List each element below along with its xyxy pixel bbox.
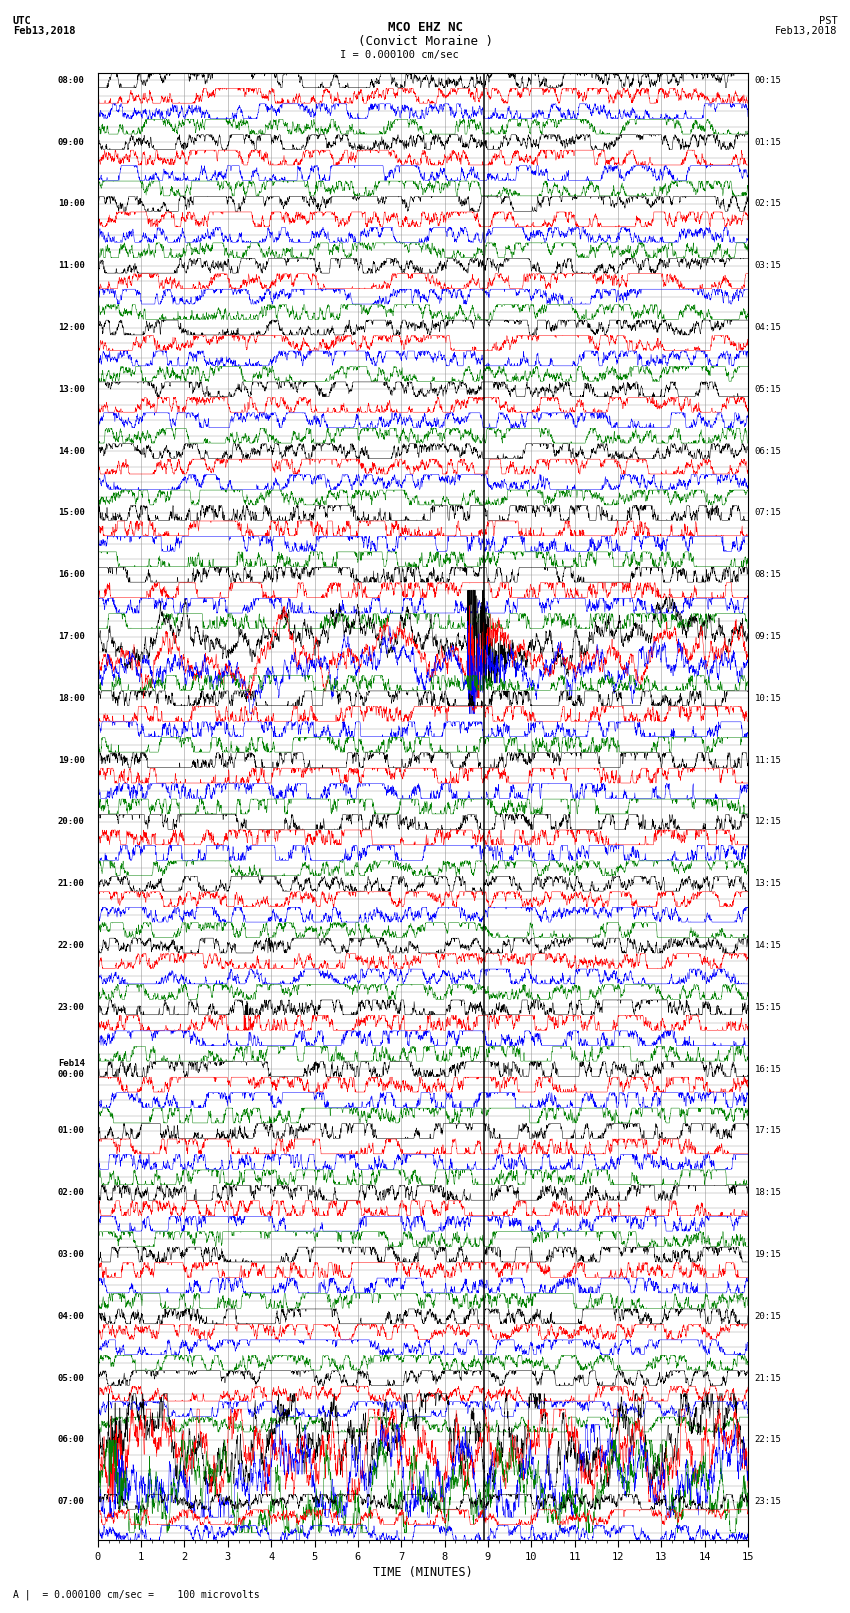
Text: A |  = 0.000100 cm/sec =    100 microvolts: A | = 0.000100 cm/sec = 100 microvolts: [13, 1589, 259, 1600]
Text: 03:15: 03:15: [755, 261, 781, 271]
Text: UTC: UTC: [13, 16, 31, 26]
Text: PST: PST: [819, 16, 837, 26]
Text: 12:00: 12:00: [58, 323, 85, 332]
Text: 04:00: 04:00: [58, 1311, 85, 1321]
Text: Feb14
00:00: Feb14 00:00: [58, 1060, 85, 1079]
Text: 13:00: 13:00: [58, 386, 85, 394]
Text: 21:15: 21:15: [755, 1374, 781, 1382]
Text: 09:00: 09:00: [58, 137, 85, 147]
Text: 21:00: 21:00: [58, 879, 85, 889]
Text: 18:15: 18:15: [755, 1189, 781, 1197]
Text: 11:00: 11:00: [58, 261, 85, 271]
Text: 10:15: 10:15: [755, 694, 781, 703]
Text: 17:15: 17:15: [755, 1126, 781, 1136]
Text: 07:15: 07:15: [755, 508, 781, 518]
Text: 20:15: 20:15: [755, 1311, 781, 1321]
Text: 15:15: 15:15: [755, 1003, 781, 1011]
Text: 23:15: 23:15: [755, 1497, 781, 1507]
Text: 05:00: 05:00: [58, 1374, 85, 1382]
Text: 14:00: 14:00: [58, 447, 85, 455]
Text: 06:00: 06:00: [58, 1436, 85, 1445]
Text: 10:00: 10:00: [58, 200, 85, 208]
Text: 19:00: 19:00: [58, 755, 85, 765]
Text: 09:15: 09:15: [755, 632, 781, 640]
Text: (Convict Moraine ): (Convict Moraine ): [358, 35, 492, 48]
Text: 15:00: 15:00: [58, 508, 85, 518]
Text: 11:15: 11:15: [755, 755, 781, 765]
Text: 04:15: 04:15: [755, 323, 781, 332]
Text: 06:15: 06:15: [755, 447, 781, 455]
Text: 16:15: 16:15: [755, 1065, 781, 1074]
Text: 05:15: 05:15: [755, 386, 781, 394]
Text: 07:00: 07:00: [58, 1497, 85, 1507]
Text: MCO EHZ NC: MCO EHZ NC: [388, 21, 462, 34]
Text: Feb13,2018: Feb13,2018: [13, 26, 76, 35]
Text: 00:15: 00:15: [755, 76, 781, 85]
Text: 08:15: 08:15: [755, 571, 781, 579]
Text: Feb13,2018: Feb13,2018: [774, 26, 837, 35]
Text: 08:00: 08:00: [58, 76, 85, 85]
Text: 22:15: 22:15: [755, 1436, 781, 1445]
Text: 16:00: 16:00: [58, 571, 85, 579]
Text: 13:15: 13:15: [755, 879, 781, 889]
Text: 01:00: 01:00: [58, 1126, 85, 1136]
Text: 18:00: 18:00: [58, 694, 85, 703]
X-axis label: TIME (MINUTES): TIME (MINUTES): [373, 1566, 473, 1579]
Text: 14:15: 14:15: [755, 940, 781, 950]
Text: 17:00: 17:00: [58, 632, 85, 640]
Text: 01:15: 01:15: [755, 137, 781, 147]
Text: 12:15: 12:15: [755, 818, 781, 826]
Text: I = 0.000100 cm/sec: I = 0.000100 cm/sec: [340, 50, 459, 60]
Text: 19:15: 19:15: [755, 1250, 781, 1260]
Text: 03:00: 03:00: [58, 1250, 85, 1260]
Text: 02:00: 02:00: [58, 1189, 85, 1197]
Text: 23:00: 23:00: [58, 1003, 85, 1011]
Text: 02:15: 02:15: [755, 200, 781, 208]
Text: 22:00: 22:00: [58, 940, 85, 950]
Text: 20:00: 20:00: [58, 818, 85, 826]
